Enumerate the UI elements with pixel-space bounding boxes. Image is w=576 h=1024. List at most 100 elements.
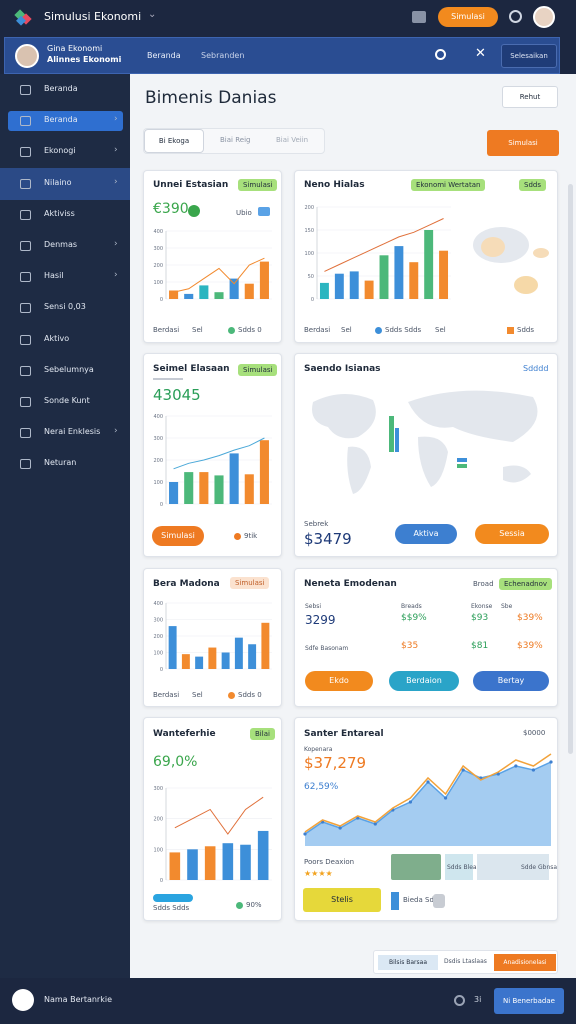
card: Neno Hialas Ekonomi Wertatan Sdds 0 50 100… xyxy=(294,170,558,343)
world-map xyxy=(312,390,538,494)
icon xyxy=(433,894,445,908)
action-button[interactable]: Selesaikan xyxy=(501,44,557,68)
note: Bieda Sdeta xyxy=(403,896,446,904)
point xyxy=(338,826,342,830)
point xyxy=(461,768,465,772)
nav-icon xyxy=(20,178,31,189)
tools-icon[interactable]: ✕ xyxy=(475,46,486,61)
tab[interactable]: Beranda xyxy=(147,51,181,60)
nav-label[interactable]: Sebelumnya xyxy=(44,364,94,374)
y-tick-label: 0 xyxy=(160,878,163,884)
nav-label[interactable]: Neturan xyxy=(44,458,77,468)
nav-label[interactable]: Beranda xyxy=(44,84,78,93)
nav-label[interactable]: Nerai Enklesis xyxy=(44,427,101,437)
hover-highlight xyxy=(0,167,130,200)
filter[interactable]: Bi Ekoga xyxy=(144,129,204,153)
card-title: Neno Hialas xyxy=(304,180,365,190)
y-tick-label: 300 xyxy=(153,618,163,624)
button[interactable]: Stelis xyxy=(303,888,381,912)
chip: Ubio xyxy=(236,209,252,217)
footer-label: Sdds 0 xyxy=(238,326,262,334)
footer-label: Sdds Sdds xyxy=(385,326,422,334)
nav-label[interactable]: Hasil xyxy=(44,271,64,281)
nav-arrow: › xyxy=(114,114,118,125)
card: Unnei Estasian Simulasi €390 Ubio 0 100 20… xyxy=(143,170,282,343)
card: Seimel Elasaan Simulasi 43045 0 100 200 300… xyxy=(143,353,282,557)
tab[interactable]: Sebranden xyxy=(201,51,245,60)
button[interactable]: Ekdo xyxy=(305,671,373,691)
button[interactable]: Bertay xyxy=(473,671,549,691)
nav-label[interactable]: Ekonogi xyxy=(44,146,76,156)
filter[interactable]: Biai Reig xyxy=(220,136,251,144)
y-tick-label: 150 xyxy=(304,228,314,234)
bar xyxy=(195,656,204,669)
button[interactable]: Berdaion xyxy=(389,671,459,691)
stat-value: Sdfe Basonam xyxy=(305,645,349,652)
y-tick-label: 200 xyxy=(153,634,163,640)
y-tick-label: 200 xyxy=(153,458,163,464)
card-title: Santer Entareal xyxy=(304,729,384,739)
nav-label[interactable]: Beranda xyxy=(44,115,78,125)
footer-label: Berdasi xyxy=(304,326,331,334)
card-title: Neneta Emodenan xyxy=(304,579,397,589)
label: Sebrek xyxy=(304,520,329,528)
avatar[interactable] xyxy=(533,6,555,28)
stat-value: $39% xyxy=(517,613,543,623)
action-button[interactable]: Ni Benerbadae xyxy=(494,988,564,1014)
y-tick-label: 0 xyxy=(311,297,314,303)
trend-line xyxy=(324,218,444,272)
search-icon[interactable] xyxy=(435,49,446,60)
filter[interactable]: Biai Veiin xyxy=(276,136,309,144)
nav-label[interactable]: Denmas xyxy=(44,240,78,249)
cta-button[interactable]: Simulasi xyxy=(438,7,498,27)
active-highlight xyxy=(8,111,123,132)
bar xyxy=(319,282,329,299)
dot xyxy=(228,327,235,334)
nav-icon xyxy=(20,241,31,251)
nav-label[interactable]: Sensi 0,03 xyxy=(44,302,86,312)
label: 9tik xyxy=(244,532,258,540)
logo xyxy=(14,9,32,26)
card: Neneta Emodenan Broad Echenadnov Sebsi Br… xyxy=(294,568,558,707)
button[interactable]: Aktiva xyxy=(395,524,457,544)
footer-label: Berdasi xyxy=(153,691,180,699)
card: Saendo Isianas Sdddd Sebrek $3479 Aktiva… xyxy=(294,353,558,557)
badge: Ekonomi Wertatan xyxy=(411,179,486,191)
nav-label[interactable]: Aktivo xyxy=(44,333,70,343)
button[interactable]: Sessia xyxy=(475,524,549,544)
y-tick-label: 100 xyxy=(153,847,163,853)
nav-arrow: › xyxy=(114,270,118,281)
button[interactable]: Simulasi xyxy=(152,526,204,546)
nav-label[interactable]: Nilaino xyxy=(44,177,72,187)
icon[interactable] xyxy=(454,995,465,1006)
action-button[interactable]: Simulasi xyxy=(487,130,559,156)
stat-value: $81 xyxy=(471,641,489,651)
button[interactable]: Anadisionelasi xyxy=(494,954,556,971)
stat-label: Sebsi xyxy=(305,603,322,610)
bar xyxy=(229,278,239,299)
y-tick-label: 200 xyxy=(153,817,163,823)
top-button[interactable]: Rehut xyxy=(502,86,558,108)
bar xyxy=(169,852,181,880)
y-tick-label: 300 xyxy=(153,246,163,252)
badge: Simulasi xyxy=(238,364,278,376)
value: 69,0% xyxy=(153,754,198,770)
bar xyxy=(199,285,209,299)
bar xyxy=(244,474,254,504)
nav-label[interactable]: Aktiviss xyxy=(44,208,75,218)
bar xyxy=(439,250,449,299)
dot xyxy=(228,692,235,699)
stat-label: Sbe xyxy=(501,603,513,610)
thumb-label: Sdde Gbnsa xyxy=(521,864,558,871)
nav-icon xyxy=(20,365,31,376)
chip[interactable]: Bilsis Barsaa xyxy=(378,955,438,970)
filter-group: Bi Ekoga Biai Reig Biai Veiin xyxy=(143,128,325,154)
value: 43045 xyxy=(153,386,201,404)
bar xyxy=(221,652,230,669)
point xyxy=(496,772,500,776)
nav-label[interactable]: Sonde Kunt xyxy=(44,396,90,405)
icon[interactable] xyxy=(509,10,522,23)
nav-arrow: › xyxy=(114,239,118,249)
user-role: Alinnes Ekonomi xyxy=(47,55,122,64)
bar xyxy=(169,290,179,299)
